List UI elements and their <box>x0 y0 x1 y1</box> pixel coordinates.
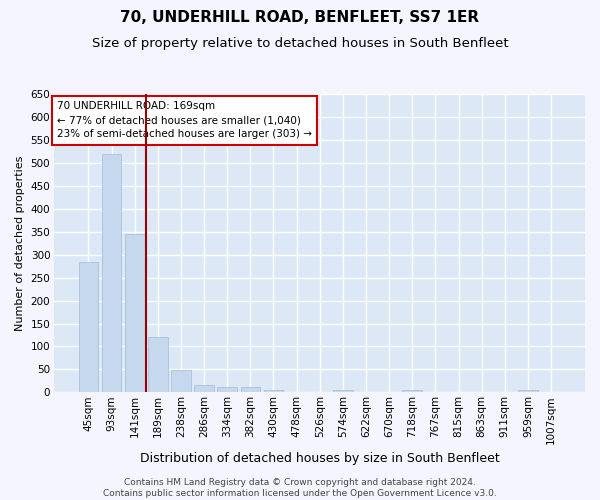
Bar <box>171 370 191 392</box>
Bar <box>148 338 167 392</box>
Bar <box>403 390 422 392</box>
Bar <box>217 388 237 392</box>
Text: 70, UNDERHILL ROAD, BENFLEET, SS7 1ER: 70, UNDERHILL ROAD, BENFLEET, SS7 1ER <box>121 10 479 25</box>
Bar <box>79 262 98 392</box>
Y-axis label: Number of detached properties: Number of detached properties <box>15 156 25 331</box>
Text: Contains HM Land Registry data © Crown copyright and database right 2024.
Contai: Contains HM Land Registry data © Crown c… <box>103 478 497 498</box>
Bar <box>194 385 214 392</box>
Bar <box>518 390 538 392</box>
X-axis label: Distribution of detached houses by size in South Benfleet: Distribution of detached houses by size … <box>140 452 500 465</box>
Bar <box>102 154 121 392</box>
Bar <box>125 234 145 392</box>
Bar <box>263 390 283 392</box>
Text: 70 UNDERHILL ROAD: 169sqm
← 77% of detached houses are smaller (1,040)
23% of se: 70 UNDERHILL ROAD: 169sqm ← 77% of detac… <box>57 102 312 140</box>
Bar <box>241 388 260 392</box>
Bar <box>333 390 353 392</box>
Text: Size of property relative to detached houses in South Benfleet: Size of property relative to detached ho… <box>92 38 508 51</box>
